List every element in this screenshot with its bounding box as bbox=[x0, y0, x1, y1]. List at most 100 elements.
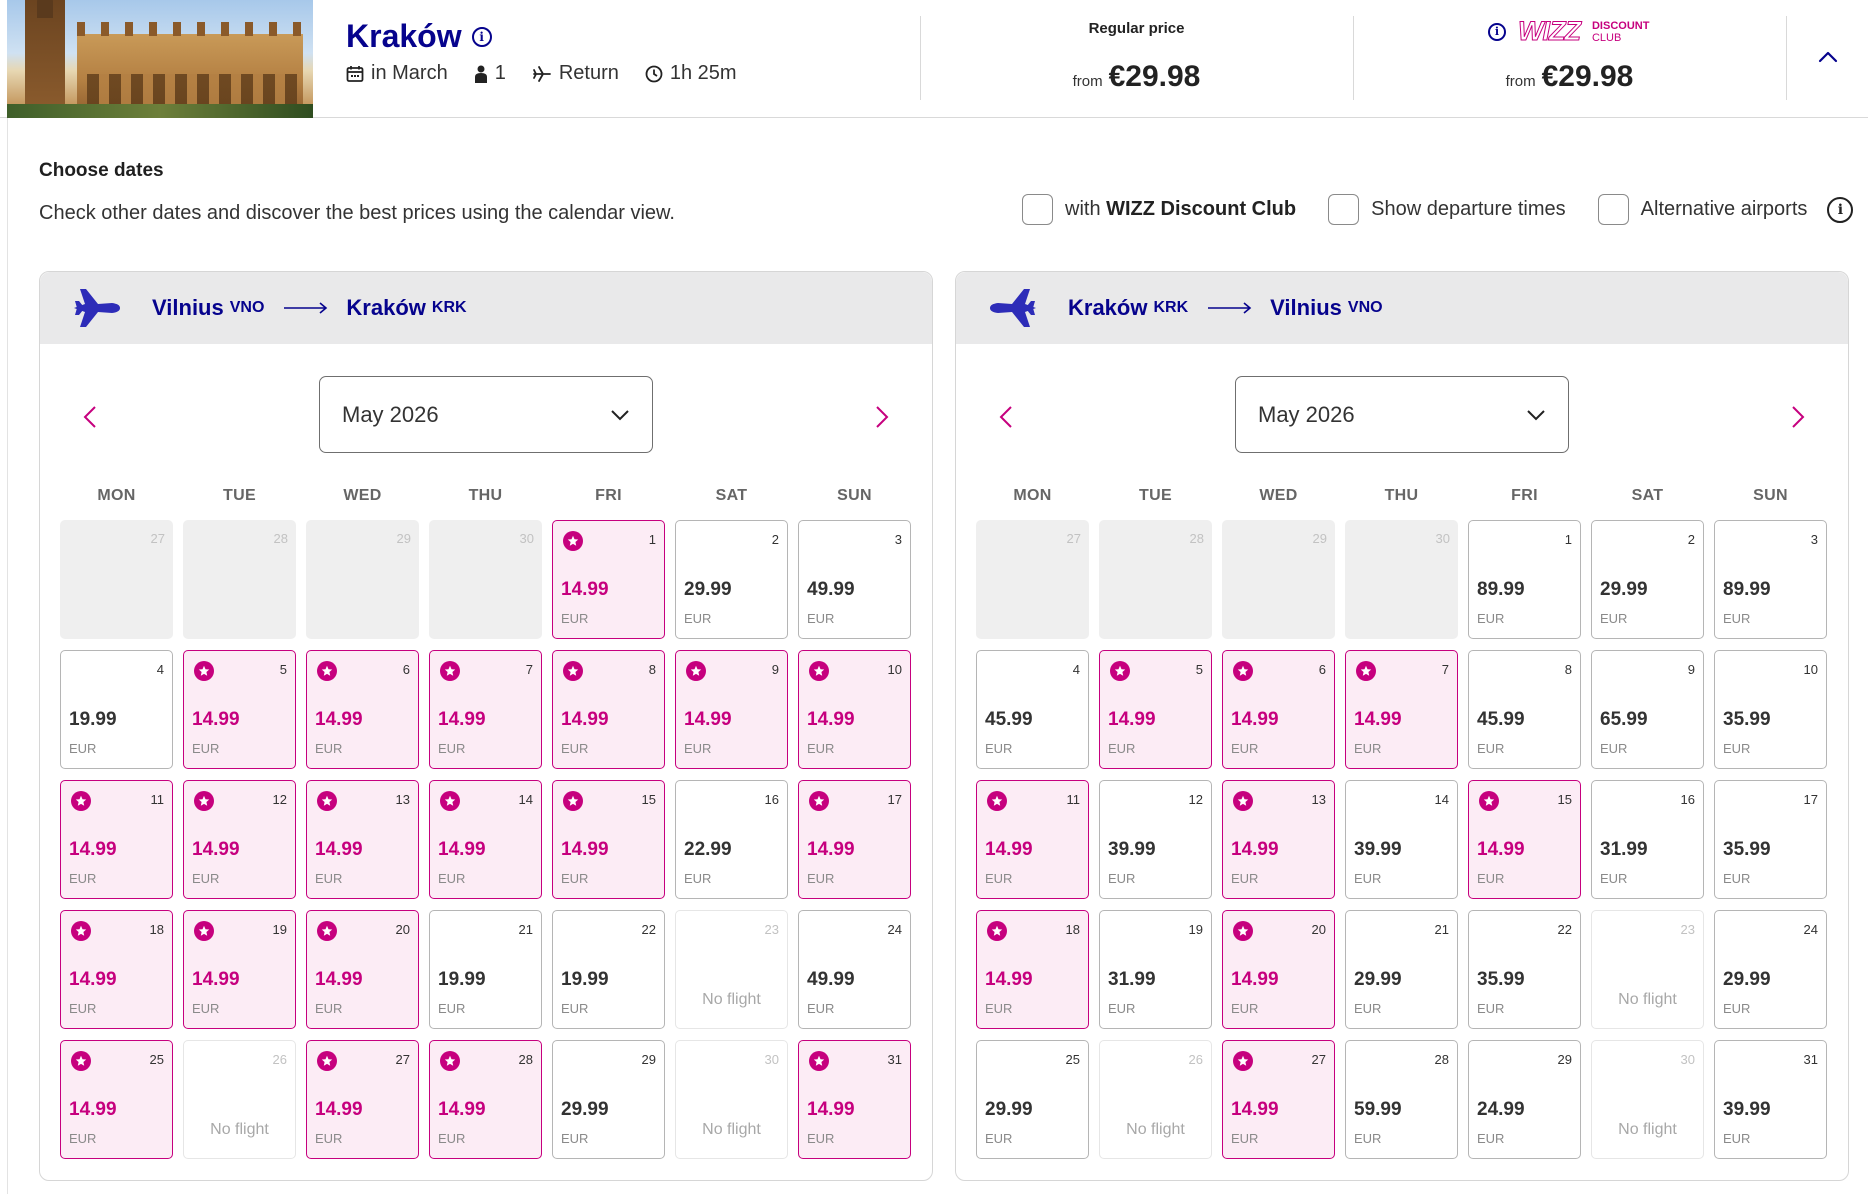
info-icon[interactable]: i bbox=[1827, 196, 1854, 223]
calendar-day[interactable]: 18 14.99 EUR bbox=[60, 910, 173, 1029]
calendar-day[interactable]: 15 14.99 EUR bbox=[552, 780, 665, 899]
discount-club-option[interactable]: with WIZZ Discount Club bbox=[1022, 194, 1296, 225]
calendar-day[interactable]: 5 14.99 EUR bbox=[183, 650, 296, 769]
calendar-day[interactable]: 28 59.99 EUR bbox=[1345, 1040, 1458, 1159]
calendar-day[interactable]: 13 14.99 EUR bbox=[1222, 780, 1335, 899]
calendar-day[interactable]: 25 14.99 EUR bbox=[60, 1040, 173, 1159]
calendar-day[interactable]: 19 31.99 EUR bbox=[1099, 910, 1212, 1029]
calendar-day[interactable]: 20 14.99 EUR bbox=[1222, 910, 1335, 1029]
person-icon bbox=[474, 65, 487, 83]
calendar-day[interactable]: 13 14.99 EUR bbox=[306, 780, 419, 899]
info-icon[interactable]: i bbox=[1488, 22, 1506, 41]
calendar-day[interactable]: 1 14.99 EUR bbox=[552, 520, 665, 639]
calendar-day[interactable]: 10 35.99 EUR bbox=[1714, 650, 1827, 769]
day-currency: EUR bbox=[315, 1001, 343, 1016]
calendar-day[interactable]: 5 14.99 EUR bbox=[1099, 650, 1212, 769]
calendar-day[interactable]: 6 14.99 EUR bbox=[1222, 650, 1335, 769]
calendar-day[interactable]: 3 89.99 EUR bbox=[1714, 520, 1827, 639]
day-number: 24 bbox=[1803, 922, 1818, 937]
next-month-button[interactable] bbox=[1788, 402, 1808, 432]
calendar-day[interactable]: 9 65.99 EUR bbox=[1591, 650, 1704, 769]
day-number: 30 bbox=[1680, 1052, 1695, 1067]
calendar-day[interactable]: 19 14.99 EUR bbox=[183, 910, 296, 1029]
calendar-day[interactable]: 29 29.99 EUR bbox=[552, 1040, 665, 1159]
calendar-day[interactable]: 20 14.99 EUR bbox=[306, 910, 419, 1029]
discount-club-checkbox[interactable] bbox=[1022, 194, 1053, 225]
month-select[interactable]: May 2026 bbox=[319, 376, 653, 453]
calendar-day[interactable]: 21 29.99 EUR bbox=[1345, 910, 1458, 1029]
alternative-airports-checkbox[interactable] bbox=[1597, 194, 1629, 225]
calendar-day[interactable]: 18 14.99 EUR bbox=[976, 910, 1089, 1029]
calendar-day[interactable]: 2 29.99 EUR bbox=[675, 520, 788, 639]
calendar-day[interactable]: 24 29.99 EUR bbox=[1714, 910, 1827, 1029]
day-number: 23 bbox=[764, 922, 779, 937]
calendar-day[interactable]: 14 39.99 EUR bbox=[1345, 780, 1458, 899]
calendar-day[interactable]: 17 35.99 EUR bbox=[1714, 780, 1827, 899]
calendar-day[interactable]: 31 39.99 EUR bbox=[1714, 1040, 1827, 1159]
day-currency: EUR bbox=[1108, 1001, 1136, 1016]
day-currency: EUR bbox=[438, 1131, 466, 1146]
calendar-day[interactable]: 6 14.99 EUR bbox=[306, 650, 419, 769]
previous-month-button[interactable] bbox=[996, 402, 1016, 432]
calendar-day[interactable]: 8 14.99 EUR bbox=[552, 650, 665, 769]
calendar-day[interactable]: 3 49.99 EUR bbox=[798, 520, 911, 639]
calendar-day[interactable]: 17 14.99 EUR bbox=[798, 780, 911, 899]
day-price: 24.99 bbox=[1477, 1099, 1525, 1120]
calendar-day[interactable]: 15 14.99 EUR bbox=[1468, 780, 1581, 899]
no-flight-label: No flight bbox=[210, 1121, 269, 1138]
day-number: 3 bbox=[1810, 532, 1818, 547]
calendar-day[interactable]: 31 14.99 EUR bbox=[798, 1040, 911, 1159]
calendar-day[interactable]: 4 45.99 EUR bbox=[976, 650, 1089, 769]
day-price: 49.99 bbox=[807, 969, 855, 990]
calendar-day[interactable]: 7 14.99 EUR bbox=[429, 650, 542, 769]
calendar-day[interactable]: 1 89.99 EUR bbox=[1468, 520, 1581, 639]
calendar-day[interactable]: 7 14.99 EUR bbox=[1345, 650, 1458, 769]
calendar-day[interactable]: 10 14.99 EUR bbox=[798, 650, 911, 769]
arrow-right-icon bbox=[1208, 302, 1252, 314]
info-icon[interactable]: i bbox=[471, 26, 492, 47]
calendar-day[interactable]: 29 24.99 EUR bbox=[1468, 1040, 1581, 1159]
calendar-day[interactable]: 12 39.99 EUR bbox=[1099, 780, 1212, 899]
calendar-day[interactable]: 11 14.99 EUR bbox=[60, 780, 173, 899]
calendar-day[interactable]: 21 19.99 EUR bbox=[429, 910, 542, 1029]
calendar-day[interactable]: 22 35.99 EUR bbox=[1468, 910, 1581, 1029]
calendar-options: with WIZZ Discount Club Show departure t… bbox=[1022, 194, 1854, 225]
calendar-day[interactable]: 11 14.99 EUR bbox=[976, 780, 1089, 899]
alternative-airports-option[interactable]: Alternative airports i bbox=[1597, 194, 1854, 225]
calendar-day[interactable]: 4 19.99 EUR bbox=[60, 650, 173, 769]
choose-dates-title: Choose dates bbox=[39, 160, 164, 181]
calendar-day[interactable]: 12 14.99 EUR bbox=[183, 780, 296, 899]
calendar-day[interactable]: 25 29.99 EUR bbox=[976, 1040, 1089, 1159]
day-number: 11 bbox=[1066, 792, 1081, 807]
day-currency: EUR bbox=[69, 871, 97, 886]
day-price: 29.99 bbox=[561, 1099, 609, 1120]
calendar-day[interactable]: 14 14.99 EUR bbox=[429, 780, 542, 899]
day-currency: EUR bbox=[1723, 871, 1751, 886]
departure-times-option[interactable]: Show departure times bbox=[1328, 194, 1566, 225]
day-price: 14.99 bbox=[315, 839, 363, 860]
day-number: 15 bbox=[1557, 792, 1572, 807]
day-number: 20 bbox=[395, 922, 410, 937]
departure-times-checkbox[interactable] bbox=[1328, 194, 1360, 225]
destination-heading: Kraków i bbox=[346, 18, 492, 55]
calendar-day[interactable]: 16 31.99 EUR bbox=[1591, 780, 1704, 899]
discount-star-icon bbox=[317, 661, 337, 681]
collapse-button[interactable] bbox=[1817, 46, 1839, 68]
calendar-day[interactable]: 28 14.99 EUR bbox=[429, 1040, 542, 1159]
calendar-day[interactable]: 9 14.99 EUR bbox=[675, 650, 788, 769]
weekday-label: WED bbox=[1259, 487, 1298, 504]
calendar-day[interactable]: 16 22.99 EUR bbox=[675, 780, 788, 899]
calendar-day[interactable]: 2 29.99 EUR bbox=[1591, 520, 1704, 639]
month-select-value: May 2026 bbox=[1258, 401, 1355, 427]
previous-month-button[interactable] bbox=[80, 402, 100, 432]
month-select[interactable]: May 2026 bbox=[1235, 376, 1569, 453]
next-month-button[interactable] bbox=[872, 402, 892, 432]
calendar-day[interactable]: 27 14.99 EUR bbox=[1222, 1040, 1335, 1159]
calendar-day[interactable]: 22 19.99 EUR bbox=[552, 910, 665, 1029]
regular-price-label: Regular price bbox=[1088, 20, 1185, 37]
calendar-day[interactable]: 24 49.99 EUR bbox=[798, 910, 911, 1029]
day-currency: EUR bbox=[1108, 741, 1136, 756]
calendar-day[interactable]: 27 14.99 EUR bbox=[306, 1040, 419, 1159]
calendar-day[interactable]: 8 45.99 EUR bbox=[1468, 650, 1581, 769]
day-number: 13 bbox=[1311, 792, 1326, 807]
